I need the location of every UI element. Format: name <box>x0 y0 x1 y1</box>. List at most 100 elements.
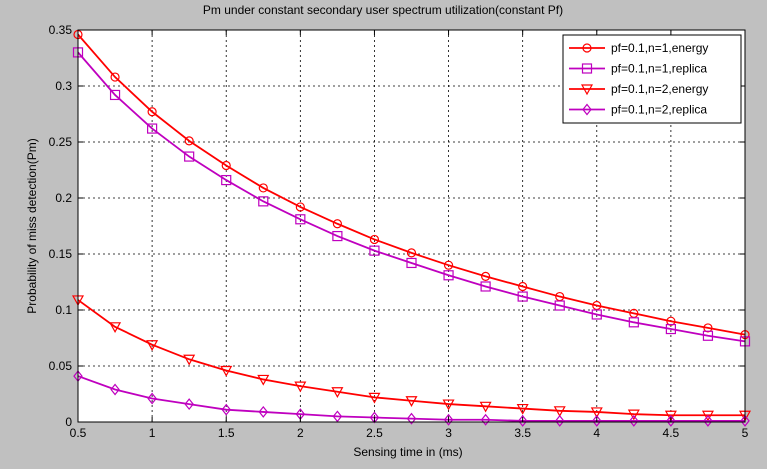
circle-marker <box>184 136 194 146</box>
x-tick-label: 4 <box>593 426 600 440</box>
diamond-marker <box>554 414 565 427</box>
y-tick-label: 0.35 <box>49 23 73 37</box>
circle-marker <box>258 183 268 193</box>
y-tick-label: 0.3 <box>55 79 72 93</box>
diamond-marker <box>517 414 528 427</box>
circle-marker <box>406 248 417 258</box>
y-tick-label: 0.25 <box>49 135 73 149</box>
triangle-marker <box>220 365 233 377</box>
square-marker <box>221 174 232 186</box>
x-tick-label: 3.5 <box>514 426 531 440</box>
square-marker <box>665 323 676 335</box>
circle-marker <box>518 281 528 292</box>
square-marker <box>581 63 593 74</box>
circle-marker <box>666 316 676 326</box>
circle-marker <box>332 219 342 229</box>
x-tick-label: 4.5 <box>663 426 680 440</box>
square-marker <box>591 309 602 320</box>
diamond-marker <box>147 392 157 405</box>
diamond-marker <box>332 410 343 423</box>
triangle-marker <box>664 410 677 422</box>
square-marker <box>258 196 269 207</box>
square-marker <box>332 230 343 242</box>
square-marker <box>517 291 528 302</box>
square-marker <box>406 257 417 269</box>
square-marker <box>628 317 639 328</box>
diamond-marker <box>582 103 592 116</box>
x-tick-label: 2.5 <box>366 426 383 440</box>
square-marker <box>554 300 565 311</box>
circle-marker <box>147 107 157 117</box>
x-axis-label: Sensing time in (ms) <box>353 445 462 459</box>
triangle-marker <box>479 401 492 413</box>
y-tick-label: 0 <box>65 415 72 429</box>
triangle-marker <box>294 381 307 393</box>
legend: pf=0.1,n=1,energy pf=0.1,n=1,replica pf=0.… <box>562 34 742 124</box>
square-marker <box>480 281 491 292</box>
triangle-marker <box>257 374 270 386</box>
series-group <box>73 370 750 427</box>
x-tick-label: 1.5 <box>218 426 235 440</box>
diamond-marker <box>592 414 602 427</box>
triangle-marker <box>590 407 603 419</box>
chart-title: Pm under constant secondary user spectru… <box>203 3 563 17</box>
diamond-marker <box>221 403 231 416</box>
triangle-marker <box>405 396 418 407</box>
diamond-marker <box>703 414 713 427</box>
series-line <box>77 375 745 422</box>
x-tick-label: 3 <box>445 426 452 440</box>
diamond-marker <box>480 413 491 426</box>
grid-lines <box>78 30 745 422</box>
square-marker <box>702 330 714 341</box>
square-marker <box>109 89 121 101</box>
triangle-marker <box>109 322 122 334</box>
triangle-marker <box>701 410 714 422</box>
diamond-marker <box>443 413 454 426</box>
circle-marker <box>110 72 120 82</box>
triangle-marker <box>580 84 594 96</box>
circle-marker <box>582 43 592 53</box>
y-tick-label: 0.2 <box>55 191 72 205</box>
diamond-marker <box>666 414 676 427</box>
legend-entry-label: pf=0.1,n=2,energy <box>611 82 708 96</box>
axis-ticks: 0.5 1 1.5 2 2.5 3 3.5 4 4.5 5 0 0.05 0.1 0.15 0.2 0.25 0… <box>49 23 749 440</box>
triangle-marker <box>183 354 196 366</box>
square-marker <box>184 151 195 162</box>
square-marker <box>443 270 454 281</box>
legend-box <box>562 34 742 124</box>
circle-marker <box>295 202 305 212</box>
triangle-marker <box>627 409 640 421</box>
x-tick-label: 1 <box>149 426 156 440</box>
triangle-marker <box>442 399 455 411</box>
square-marker <box>147 123 158 134</box>
square-marker <box>369 245 380 256</box>
circle-marker <box>221 160 231 171</box>
diamond-marker <box>406 412 417 425</box>
legend-entry-label: pf=0.1,n=1,energy <box>611 41 708 55</box>
diamond-marker <box>110 383 120 396</box>
triangle-marker <box>516 403 529 415</box>
diamond-marker <box>740 414 750 427</box>
y-tick-label: 0.15 <box>49 247 73 261</box>
diamond-marker <box>258 405 269 418</box>
legend-entry-label: pf=0.1,n=2,replica <box>611 103 707 117</box>
triangle-marker <box>331 387 344 398</box>
circle-marker <box>443 260 454 270</box>
diamond-marker <box>629 414 639 427</box>
x-tick-label: 5 <box>742 426 749 440</box>
circle-marker <box>481 271 491 281</box>
y-axis-label: Probability of miss detection(Pm) <box>25 138 39 313</box>
circle-marker <box>703 323 713 333</box>
legend-entry-label: pf=0.1,n=1,replica <box>611 62 707 76</box>
series-line <box>77 299 745 417</box>
diamond-marker <box>184 398 194 411</box>
triangle-marker <box>146 340 159 351</box>
triangle-marker <box>368 392 381 404</box>
y-tick-label: 0.1 <box>55 303 72 317</box>
series-line <box>77 51 746 343</box>
series-layer <box>71 29 752 427</box>
diamond-marker <box>369 411 380 424</box>
series-group <box>71 295 752 422</box>
